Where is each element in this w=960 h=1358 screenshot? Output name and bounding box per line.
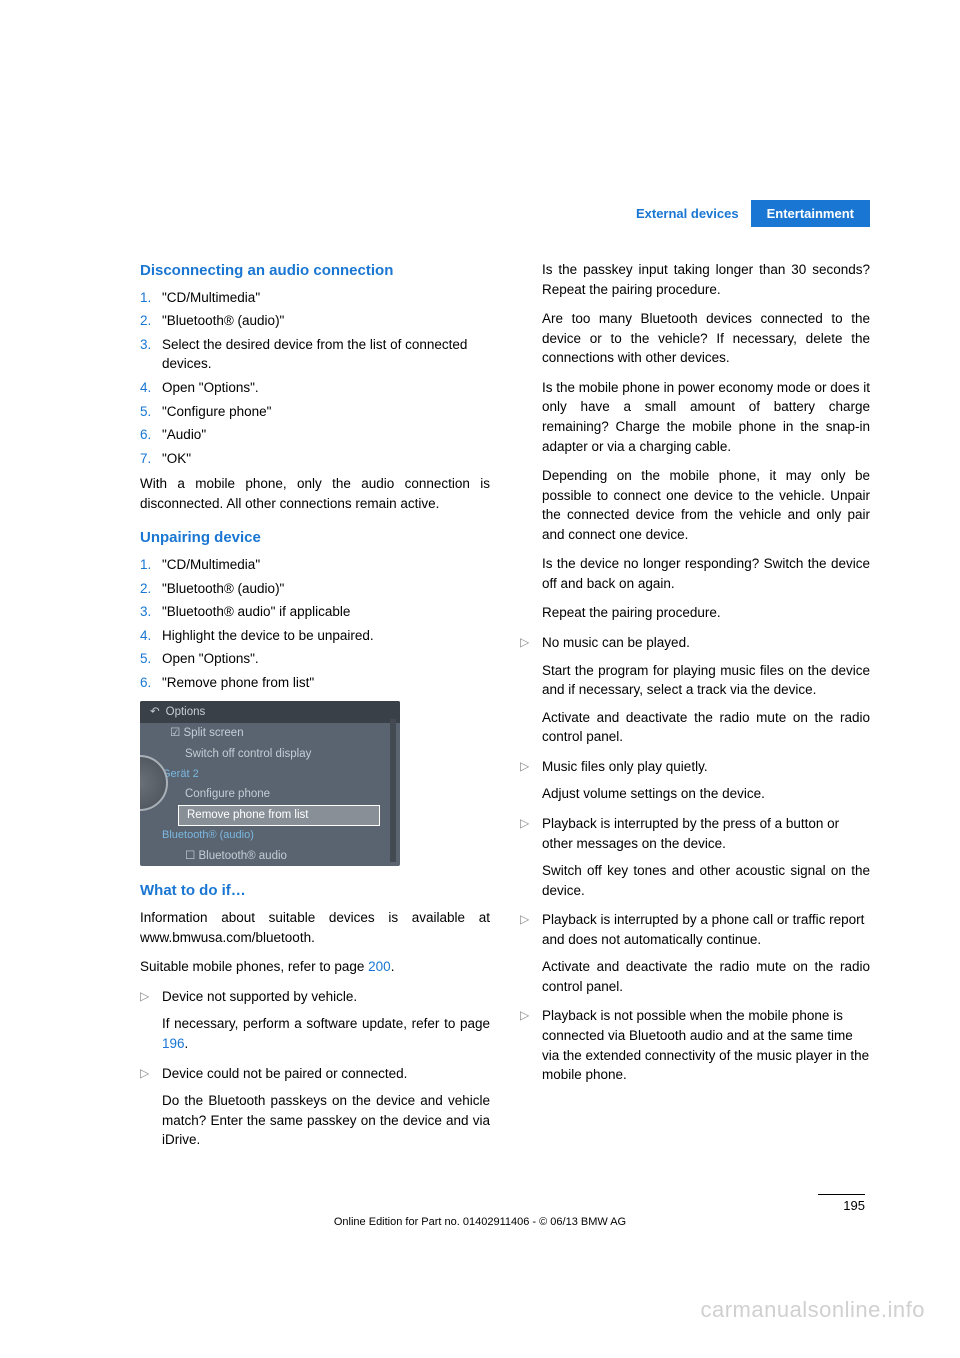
- idrive-row: ☑ Split screen: [140, 723, 400, 744]
- triangle-icon: ▷: [140, 1065, 162, 1082]
- bullet-list-left: ▷Device not supported by vehicle. If nec…: [140, 987, 490, 1150]
- triangle-icon: ▷: [140, 988, 162, 1005]
- list-item: "CD/Multimedia": [162, 555, 260, 575]
- list-item: Open "Options".: [162, 649, 259, 669]
- header-breadcrumb: External devices Entertainment: [624, 200, 870, 227]
- idrive-label: Split screen: [184, 727, 244, 739]
- heading-what-to-do: What to do if…: [140, 880, 490, 902]
- cont-para: Is the device no longer responding? Swit…: [542, 554, 870, 593]
- list-item: "Bluetooth® (audio)": [162, 579, 284, 599]
- cont-para: Is the passkey input taking longer than …: [542, 260, 870, 299]
- list-item: "OK": [162, 449, 191, 469]
- bullet-head: Device not supported by vehicle.: [162, 987, 357, 1007]
- idrive-titlebar: ↶ Options: [140, 701, 400, 724]
- bullet-head: Playback is interrupted by a phone call …: [542, 910, 870, 949]
- list-num: 6.: [140, 673, 162, 693]
- bullet-sub: Activate and deactivate the radio mute o…: [520, 957, 870, 996]
- para-info: Information about suitable devices is av…: [140, 908, 490, 947]
- bullet-head: Playback is not possible when the mobile…: [542, 1006, 870, 1084]
- idrive-section: Bluetooth® (audio): [140, 826, 400, 846]
- heading-unpair: Unpairing device: [140, 527, 490, 549]
- list-disconnect: 1."CD/Multimedia" 2."Bluetooth® (audio)"…: [140, 288, 490, 469]
- bullet-sub: Do the Bluetooth passkeys on the device …: [140, 1091, 490, 1150]
- list-item: Select the desired device from the list …: [162, 335, 490, 374]
- right-column: Is the passkey input taking longer than …: [520, 260, 870, 1160]
- heading-disconnect: Disconnecting an audio connection: [140, 260, 490, 282]
- list-item: "Configure phone": [162, 402, 271, 422]
- list-num: 2.: [140, 579, 162, 599]
- list-num: 7.: [140, 449, 162, 469]
- cont-para: Repeat the pairing procedure.: [542, 603, 870, 623]
- para-suitable: Suitable mobile phones, refer to page 20…: [140, 957, 490, 977]
- bullet-sub: If necessary, perform a software update,…: [140, 1014, 490, 1053]
- triangle-icon: ▷: [520, 1007, 542, 1024]
- bullet-head: Music files only play quietly.: [542, 757, 708, 777]
- page-link[interactable]: 200: [368, 959, 391, 974]
- header-entertainment: Entertainment: [751, 200, 870, 227]
- idrive-title: Options: [166, 704, 206, 721]
- list-num: 4.: [140, 626, 162, 646]
- bullet-sub: Switch off key tones and other acoustic …: [520, 861, 870, 900]
- list-num: 5.: [140, 402, 162, 422]
- list-num: 3.: [140, 335, 162, 355]
- list-item: "CD/Multimedia": [162, 288, 260, 308]
- idrive-row: Switch off control display: [140, 744, 400, 765]
- list-item: Highlight the device to be unpaired.: [162, 626, 374, 646]
- list-num: 4.: [140, 378, 162, 398]
- bullet-head: No music can be played.: [542, 633, 690, 653]
- list-unpair: 1."CD/Multimedia" 2."Bluetooth® (audio)"…: [140, 555, 490, 692]
- idrive-row: ☐ Bluetooth® audio: [140, 846, 400, 867]
- page-link[interactable]: 196: [162, 1036, 185, 1051]
- footer-text: Online Edition for Part no. 01402911406 …: [0, 1216, 960, 1228]
- bullet-sub: Activate and deactivate the radio mute o…: [520, 708, 870, 747]
- checkbox-icon: ☐: [185, 850, 195, 862]
- watermark: carmanualsonline.info: [700, 1297, 925, 1323]
- text-fragment: .: [391, 959, 395, 974]
- idrive-selected-row: Remove phone from list: [178, 805, 380, 826]
- list-item: "Remove phone from list": [162, 673, 314, 693]
- checkbox-icon: ☑: [170, 727, 180, 739]
- text-fragment: .: [185, 1036, 189, 1051]
- list-item: Open "Options".: [162, 378, 259, 398]
- page-number: 195: [818, 1194, 865, 1213]
- triangle-icon: ▷: [520, 634, 542, 651]
- triangle-icon: ▷: [520, 911, 542, 928]
- cont-para: Is the mobile phone in power economy mod…: [542, 378, 870, 456]
- list-item: "Bluetooth® audio" if applicable: [162, 602, 350, 622]
- list-item: "Bluetooth® (audio)": [162, 311, 284, 331]
- triangle-icon: ▷: [520, 758, 542, 775]
- idrive-row: Configure phone: [140, 784, 400, 805]
- idrive-label: Bluetooth® audio: [199, 850, 287, 862]
- back-icon: ↶: [150, 704, 160, 721]
- list-num: 3.: [140, 602, 162, 622]
- idrive-screenshot: ↶ Options ☑ Split screen Switch off contr…: [140, 701, 400, 867]
- list-num: 1.: [140, 288, 162, 308]
- bullet-sub: Start the program for playing music file…: [520, 661, 870, 700]
- bullet-head: Device could not be paired or connected.: [162, 1064, 407, 1084]
- list-num: 6.: [140, 425, 162, 445]
- para-disconnect-note: With a mobile phone, only the audio conn…: [140, 474, 490, 513]
- cont-para: Depending on the mobile phone, it may on…: [542, 466, 870, 544]
- header-external: External devices: [624, 200, 751, 227]
- bullet-sub: Adjust volume settings on the device.: [520, 784, 870, 804]
- left-column: Disconnecting an audio connection 1."CD/…: [90, 260, 490, 1160]
- triangle-icon: ▷: [520, 815, 542, 832]
- text-fragment: If necessary, perform a software update,…: [162, 1016, 490, 1031]
- idrive-section: Gerät 2: [140, 765, 400, 785]
- list-num: 1.: [140, 555, 162, 575]
- cont-para: Are too many Bluetooth devices connected…: [542, 309, 870, 368]
- list-num: 2.: [140, 311, 162, 331]
- idrive-scrollbar: [390, 719, 396, 863]
- list-num: 5.: [140, 649, 162, 669]
- list-item: "Audio": [162, 425, 206, 445]
- text-fragment: Suitable mobile phones, refer to page: [140, 959, 368, 974]
- bullet-list-right: ▷No music can be played. Start the progr…: [520, 633, 870, 1085]
- bullet-head: Playback is interrupted by the press of …: [542, 814, 870, 853]
